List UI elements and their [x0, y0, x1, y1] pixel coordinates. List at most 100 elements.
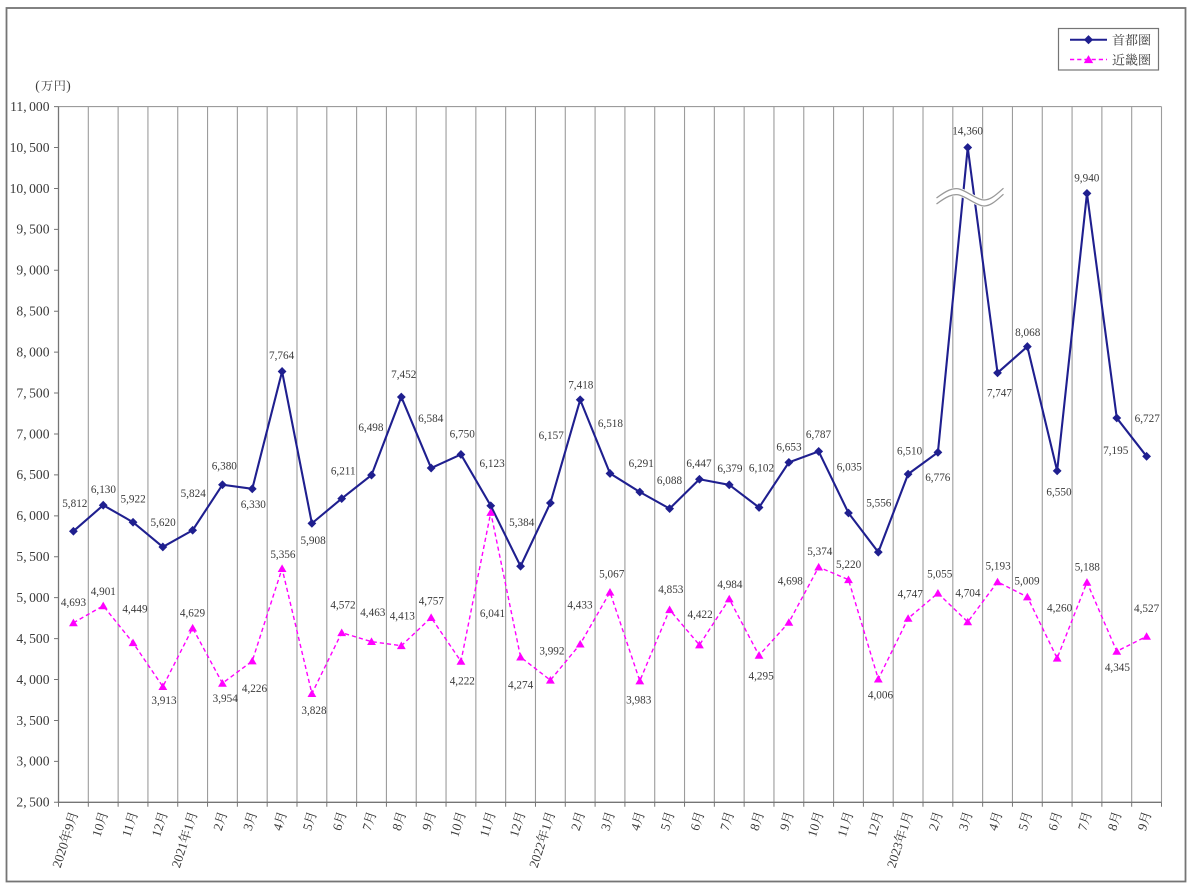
- svg-text:12: 12: [148, 822, 166, 839]
- svg-text:4,527: 4,527: [1134, 603, 1160, 615]
- svg-text:1: 1: [180, 822, 196, 833]
- svg-text:6,380: 6,380: [212, 461, 238, 473]
- svg-text:6,550: 6,550: [1046, 486, 1072, 498]
- svg-text:2: 2: [568, 822, 584, 833]
- svg-text:4,295: 4,295: [749, 670, 775, 682]
- svg-text:7,452: 7,452: [391, 369, 416, 381]
- svg-text:6,510: 6,510: [897, 445, 923, 457]
- svg-text:11: 11: [834, 822, 852, 839]
- svg-text:10,500: 10, 500: [10, 140, 50, 155]
- svg-text:5,356: 5,356: [270, 549, 296, 561]
- svg-text:(: (: [35, 78, 40, 93]
- svg-text:4,006: 4,006: [868, 690, 894, 702]
- svg-text:5,384: 5,384: [509, 517, 535, 529]
- svg-text:7,747: 7,747: [987, 388, 1013, 400]
- svg-text:3: 3: [955, 822, 971, 833]
- svg-text:6,379: 6,379: [717, 463, 743, 475]
- svg-text:6,776: 6,776: [925, 472, 951, 484]
- svg-text:6,000: 6, 000: [16, 508, 49, 523]
- svg-text:2,500: 2, 500: [16, 795, 49, 810]
- svg-text:3: 3: [240, 822, 256, 833]
- svg-text:4: 4: [985, 821, 1001, 832]
- svg-text:7,000: 7, 000: [16, 426, 49, 441]
- svg-text:3,000: 3, 000: [16, 754, 49, 769]
- svg-text:7: 7: [1075, 821, 1091, 832]
- svg-text:5,000: 5, 000: [16, 590, 49, 605]
- svg-text:5,374: 5,374: [807, 546, 833, 558]
- svg-text:5,009: 5,009: [1014, 575, 1040, 587]
- svg-text:4,000: 4, 000: [16, 672, 49, 687]
- svg-text:4,572: 4,572: [330, 599, 355, 611]
- svg-text:8: 8: [747, 822, 763, 833]
- svg-text:6,035: 6,035: [837, 461, 863, 473]
- svg-text:5,067: 5,067: [599, 569, 625, 581]
- svg-text:14,360: 14,360: [952, 126, 983, 138]
- svg-text:6,787: 6,787: [806, 429, 832, 441]
- svg-text:3,500: 3, 500: [16, 713, 49, 728]
- svg-text:9: 9: [776, 822, 792, 833]
- svg-text:4,345: 4,345: [1105, 662, 1131, 674]
- svg-text:6,102: 6,102: [749, 463, 774, 475]
- svg-text:4,500: 4, 500: [16, 631, 49, 646]
- svg-text:6,130: 6,130: [91, 484, 117, 496]
- svg-text:): ): [66, 78, 70, 93]
- svg-text:4,901: 4,901: [91, 586, 116, 598]
- svg-text:11: 11: [119, 822, 137, 839]
- svg-text:6: 6: [1045, 821, 1061, 832]
- svg-text:4: 4: [627, 821, 643, 832]
- svg-text:10: 10: [89, 822, 107, 839]
- svg-text:9: 9: [419, 822, 435, 833]
- svg-text:6,498: 6,498: [358, 422, 384, 434]
- svg-text:1: 1: [896, 822, 912, 833]
- svg-text:4,757: 4,757: [419, 596, 445, 608]
- svg-text:9,000: 9, 000: [16, 263, 49, 278]
- svg-text:5,620: 5,620: [151, 517, 177, 529]
- svg-text:4,260: 4,260: [1047, 603, 1073, 615]
- svg-text:5,055: 5,055: [927, 569, 953, 581]
- svg-text:9,940: 9,940: [1074, 172, 1100, 184]
- svg-text:5,500: 5, 500: [16, 549, 49, 564]
- svg-text:4,463: 4,463: [360, 607, 386, 619]
- svg-text:7: 7: [717, 821, 733, 832]
- svg-text:2: 2: [210, 822, 226, 833]
- svg-text:3,983: 3,983: [626, 694, 652, 706]
- svg-text:4,274: 4,274: [508, 679, 534, 691]
- svg-text:10: 10: [447, 822, 465, 839]
- svg-text:8,000: 8, 000: [16, 344, 49, 359]
- svg-text:4,984: 4,984: [717, 579, 743, 591]
- svg-text:7: 7: [359, 821, 375, 832]
- svg-text:6,447: 6,447: [686, 458, 712, 470]
- svg-text:5,220: 5,220: [836, 559, 862, 571]
- svg-text:8: 8: [1104, 822, 1120, 833]
- svg-text:3: 3: [598, 822, 614, 833]
- svg-text:6,291: 6,291: [629, 458, 654, 470]
- svg-text:7,418: 7,418: [568, 380, 594, 392]
- svg-text:10,000: 10, 000: [10, 181, 50, 196]
- svg-text:6: 6: [687, 821, 703, 832]
- svg-text:4,698: 4,698: [778, 575, 804, 587]
- svg-text:5: 5: [1015, 822, 1031, 833]
- svg-text:9,500: 9, 500: [16, 222, 49, 237]
- svg-text:3,992: 3,992: [539, 646, 564, 658]
- svg-text:6,500: 6, 500: [16, 467, 49, 482]
- svg-text:4,629: 4,629: [180, 608, 206, 620]
- svg-text:6,330: 6,330: [241, 499, 267, 511]
- svg-text:5,812: 5,812: [62, 498, 87, 510]
- svg-text:5,188: 5,188: [1075, 562, 1101, 574]
- svg-text:8,068: 8,068: [1015, 327, 1041, 339]
- svg-text:5: 5: [299, 822, 315, 833]
- svg-text:5,922: 5,922: [121, 494, 146, 506]
- svg-text:5: 5: [657, 822, 673, 833]
- svg-text:10: 10: [804, 822, 822, 839]
- svg-text:3,954: 3,954: [213, 693, 239, 705]
- svg-text:5,824: 5,824: [181, 488, 207, 500]
- svg-text:6,750: 6,750: [450, 428, 476, 440]
- svg-text:2: 2: [925, 822, 941, 833]
- svg-text:7,500: 7, 500: [16, 385, 49, 400]
- svg-text:6,653: 6,653: [776, 441, 802, 453]
- svg-text:6,157: 6,157: [539, 430, 565, 442]
- svg-text:4,704: 4,704: [955, 587, 981, 599]
- svg-text:7,195: 7,195: [1103, 445, 1129, 457]
- svg-text:6: 6: [329, 821, 345, 832]
- svg-text:9: 9: [61, 822, 77, 833]
